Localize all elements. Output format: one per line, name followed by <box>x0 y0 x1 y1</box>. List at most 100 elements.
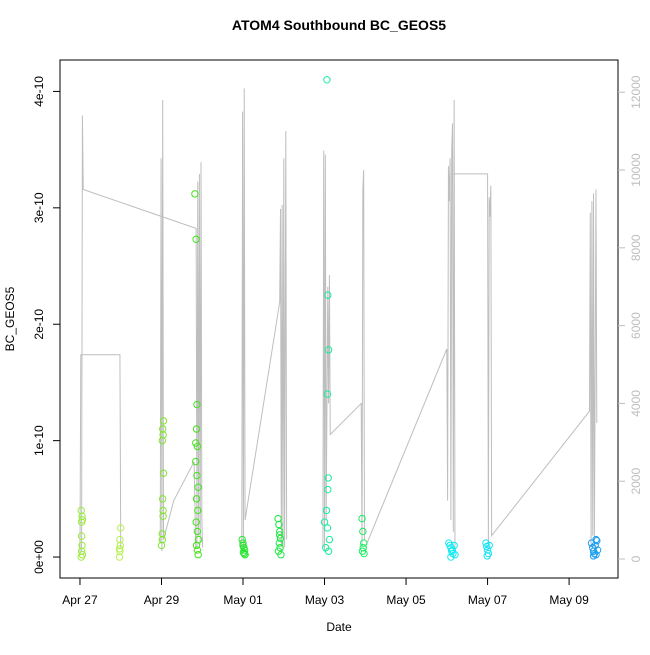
y-tick-label: 0e+00 <box>32 540 46 574</box>
point <box>159 506 167 515</box>
point <box>324 485 332 494</box>
point <box>159 469 168 477</box>
chart-title: ATOM4 Southbound BC_GEOS5 <box>232 17 446 33</box>
point <box>275 527 284 536</box>
y-tick-label: 1e-10 <box>32 425 46 456</box>
point <box>358 514 366 523</box>
point <box>158 535 167 544</box>
point <box>159 512 167 521</box>
point <box>78 512 86 521</box>
point <box>159 495 167 503</box>
point <box>193 442 202 451</box>
point <box>324 474 332 482</box>
y2-tick-label: 0 <box>629 555 643 562</box>
x-tick-label: Apr 29 <box>144 593 180 607</box>
point <box>323 524 332 532</box>
point <box>238 535 246 544</box>
point <box>193 527 202 536</box>
point <box>324 291 332 299</box>
x-tick-label: May 03 <box>305 593 345 607</box>
point <box>359 539 368 547</box>
altitude-line <box>79 88 598 556</box>
point <box>191 190 199 198</box>
point <box>159 431 167 439</box>
y2-tick-label: 2000 <box>629 468 643 495</box>
point <box>275 520 283 529</box>
point <box>592 535 600 544</box>
point <box>192 518 200 526</box>
x-tick-label: May 07 <box>468 593 508 607</box>
point <box>193 546 202 554</box>
x-tick-label: May 09 <box>549 593 589 607</box>
plot-frame <box>59 59 619 579</box>
point <box>274 514 282 523</box>
point <box>194 506 202 515</box>
point <box>359 544 367 552</box>
point <box>276 544 284 552</box>
y-axis-label: BC_GEOS5 <box>3 286 17 351</box>
point <box>483 552 491 560</box>
point <box>192 439 200 447</box>
point <box>325 535 334 544</box>
point <box>450 541 458 550</box>
point <box>115 545 124 553</box>
y2-tick-label: 12000 <box>629 75 643 109</box>
point <box>276 534 285 543</box>
point <box>77 532 86 540</box>
point <box>78 551 87 559</box>
point <box>117 524 125 532</box>
point <box>360 549 368 558</box>
point <box>322 506 331 515</box>
point <box>116 541 125 550</box>
y-tick-label: 3e-10 <box>32 192 46 223</box>
point <box>358 547 367 555</box>
point <box>323 76 331 84</box>
x-axis-label: Date <box>326 620 352 634</box>
y2-tick-label: 8000 <box>629 234 643 261</box>
x-tick-label: May 05 <box>386 593 426 607</box>
y-tick-label: 4e-10 <box>32 76 46 107</box>
point <box>157 541 166 550</box>
point <box>77 506 85 515</box>
point <box>194 551 202 559</box>
point <box>115 553 124 561</box>
point <box>483 546 492 554</box>
point <box>275 539 283 547</box>
point <box>192 425 201 433</box>
point <box>194 483 202 491</box>
y2-tick-label: 6000 <box>629 312 643 339</box>
point <box>78 541 86 550</box>
point <box>593 546 602 554</box>
point <box>320 518 329 526</box>
point <box>116 535 124 544</box>
point <box>193 471 201 480</box>
y-tick-label: 2e-10 <box>32 309 46 340</box>
x-tick-label: Apr 27 <box>62 593 98 607</box>
point <box>77 518 86 526</box>
point <box>277 551 285 559</box>
point <box>158 530 167 538</box>
point <box>323 390 332 398</box>
point <box>192 541 201 550</box>
point <box>324 346 333 354</box>
point <box>239 548 248 557</box>
point <box>192 457 200 466</box>
point <box>241 551 249 559</box>
point <box>447 553 455 561</box>
y2-tick-label: 10000 <box>629 153 643 187</box>
point <box>193 400 201 409</box>
point <box>192 495 201 503</box>
x-tick-label: May 01 <box>223 593 263 607</box>
point <box>359 527 367 536</box>
point <box>448 546 457 554</box>
point <box>593 537 601 545</box>
point <box>192 235 200 243</box>
point <box>240 549 248 558</box>
y2-tick-label: 4000 <box>629 390 643 417</box>
point <box>77 547 86 555</box>
point <box>159 425 167 433</box>
point <box>158 436 167 445</box>
point <box>159 417 168 425</box>
